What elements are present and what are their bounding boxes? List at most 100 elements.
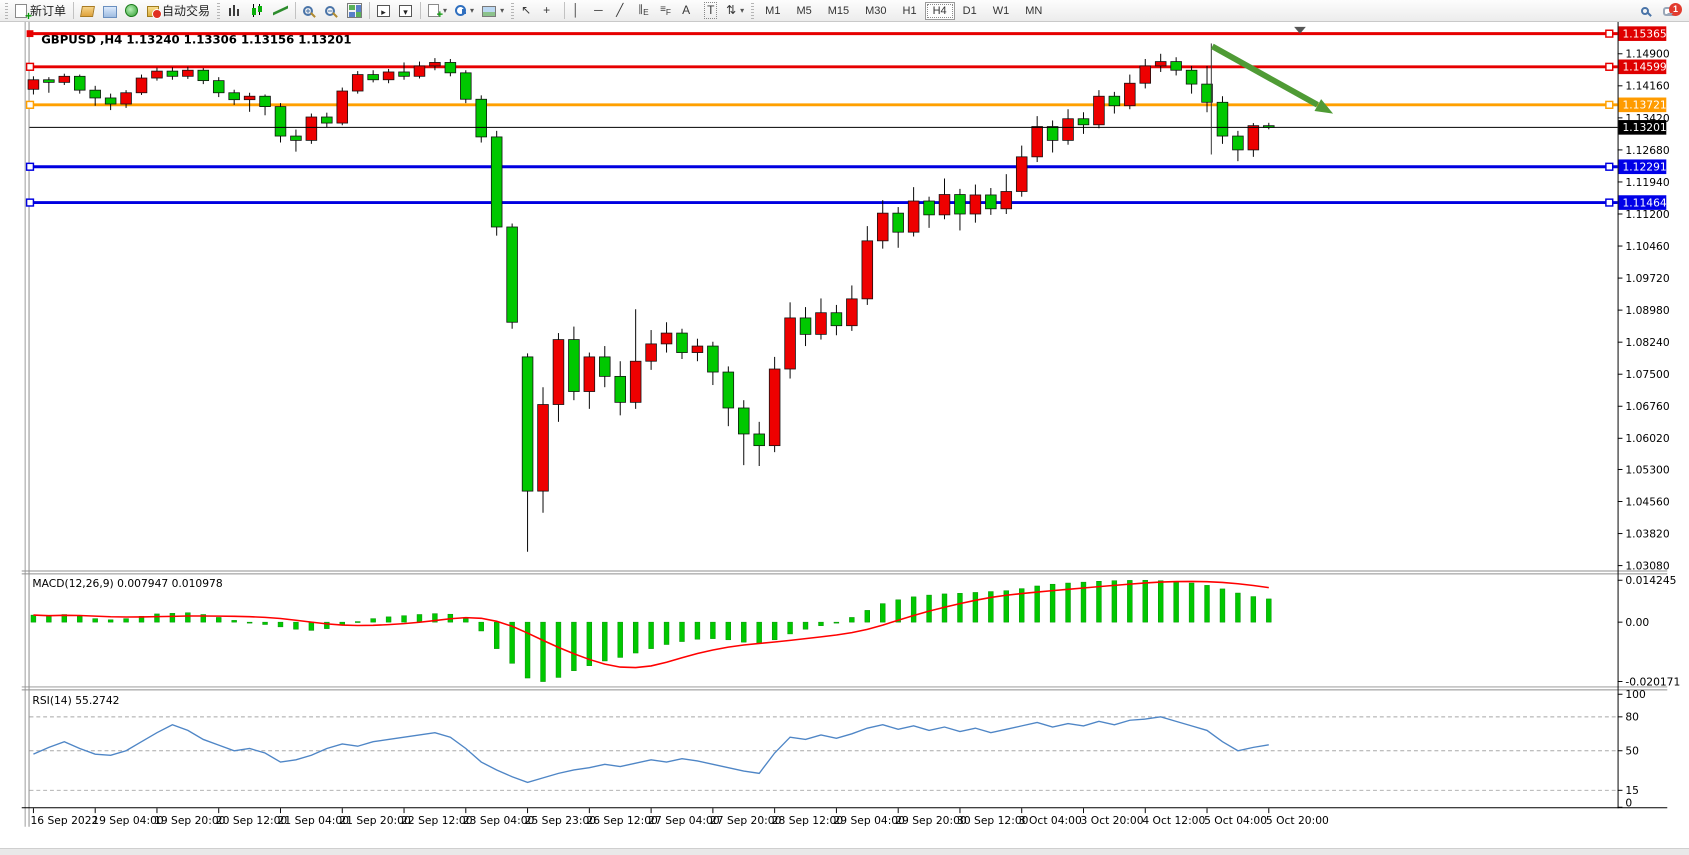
timeframe-w1-button[interactable]: W1 xyxy=(985,2,1018,20)
timeframe-d1-button[interactable]: D1 xyxy=(955,2,985,20)
toolbar-separator xyxy=(420,2,422,19)
hline-1.11464[interactable] xyxy=(25,198,1618,207)
svg-text:3 Oct 04:00: 3 Oct 04:00 xyxy=(1019,814,1082,827)
svg-text:1.14599: 1.14599 xyxy=(1622,61,1666,74)
svg-text:1.09720: 1.09720 xyxy=(1625,272,1669,285)
period-button[interactable]: ▾ xyxy=(451,1,478,21)
timeframe-m1-button[interactable]: M1 xyxy=(757,2,788,20)
rsi-pane: RSI(14) 55.2742 xyxy=(29,694,1618,791)
templates-button[interactable]: ▾ xyxy=(424,1,451,21)
timeframe-h4-button[interactable]: H4 xyxy=(924,1,955,20)
candlestick-chart-button[interactable] xyxy=(246,1,269,21)
horizontal-line-tool-button[interactable]: ─ xyxy=(590,1,612,21)
tile-windows-button[interactable] xyxy=(343,1,366,21)
text-tool-icon: A xyxy=(682,3,691,17)
chat-icon: 1 xyxy=(1663,2,1682,16)
trendline-tool-button[interactable]: ╱ xyxy=(612,1,634,21)
hline-1.12291[interactable] xyxy=(25,162,1618,171)
timeframe-m5-button[interactable]: M5 xyxy=(788,2,819,20)
svg-text:1.11200: 1.11200 xyxy=(1625,208,1669,221)
indicator-window-up-icon: ▸ xyxy=(377,5,391,17)
fibonacci-tool-button[interactable]: ≡F xyxy=(656,1,678,21)
indicator-window-down-icon: ▾ xyxy=(399,5,413,17)
chart-area[interactable]: GBPUSD ,H4 1.13240 1.13306 1.13156 1.132… xyxy=(0,22,1689,855)
svg-text:23 Sep 04:00: 23 Sep 04:00 xyxy=(463,814,535,827)
svg-text:15: 15 xyxy=(1625,784,1639,797)
svg-text:29 Sep 20:00: 29 Sep 20:00 xyxy=(895,814,967,827)
channel-tool-button[interactable]: ∥E xyxy=(634,1,656,21)
clock-icon xyxy=(455,5,467,16)
timeframe-mn-button[interactable]: MN xyxy=(1017,2,1050,20)
hline-1.15365[interactable] xyxy=(26,29,1618,38)
svg-text:5 Oct 04:00: 5 Oct 04:00 xyxy=(1204,814,1267,827)
signals-button[interactable] xyxy=(121,1,143,21)
price-axis[interactable]: 1.149001.141601.134201.126801.119401.112… xyxy=(1617,26,1670,572)
zoom-out-icon: − xyxy=(325,5,336,16)
svg-text:1.11940: 1.11940 xyxy=(1625,176,1669,189)
auto-trading-button[interactable]: 自动交易 xyxy=(143,1,214,21)
new-order-button[interactable]: 新订单 xyxy=(11,1,70,23)
timeframe-h1-button[interactable]: H1 xyxy=(895,2,925,20)
fibonacci-icon: ≡F xyxy=(660,3,672,17)
zoom-out-button[interactable]: − xyxy=(321,1,343,21)
line-chart-button[interactable] xyxy=(269,1,292,21)
svg-text:1.06760: 1.06760 xyxy=(1625,400,1669,413)
trend-arrow[interactable] xyxy=(1210,43,1334,114)
toolbar-grip[interactable] xyxy=(5,2,8,19)
window-bottom-edge xyxy=(0,848,1689,855)
text-tool-button[interactable]: A xyxy=(678,1,700,21)
search-button[interactable] xyxy=(1637,1,1659,21)
label-tool-button[interactable]: T xyxy=(700,1,722,21)
svg-text:1.12680: 1.12680 xyxy=(1625,144,1669,157)
svg-text:80: 80 xyxy=(1625,711,1639,724)
new-chart-button[interactable] xyxy=(77,1,99,21)
shapes-tool-button[interactable]: ⇅ ▾ xyxy=(722,1,748,21)
profiles-button[interactable] xyxy=(99,1,121,21)
toolbar-grip[interactable] xyxy=(751,2,755,19)
line-chart-icon xyxy=(273,3,289,18)
svg-text:4 Oct 12:00: 4 Oct 12:00 xyxy=(1142,814,1205,827)
indicator-window-up-button[interactable]: ▸ xyxy=(373,1,395,21)
svg-text:100: 100 xyxy=(1625,688,1646,701)
timeframe-m30-button[interactable]: M30 xyxy=(857,2,894,20)
hline-1.14599[interactable] xyxy=(25,62,1618,71)
toolbar-grip[interactable] xyxy=(511,2,515,19)
hline-1.13721[interactable] xyxy=(25,100,1618,109)
indicators-icon xyxy=(482,6,497,17)
svg-text:16 Sep 2022: 16 Sep 2022 xyxy=(30,814,98,827)
svg-text:0.00: 0.00 xyxy=(1625,616,1649,629)
svg-text:1.06020: 1.06020 xyxy=(1625,432,1669,445)
indicator-window-down-button[interactable]: ▾ xyxy=(395,1,417,21)
chart-title: GBPUSD ,H4 1.13240 1.13306 1.13156 1.132… xyxy=(41,32,351,46)
svg-text:1.10460: 1.10460 xyxy=(1625,240,1669,253)
svg-text:1.04560: 1.04560 xyxy=(1625,495,1669,508)
zoom-in-button[interactable]: + xyxy=(299,1,321,21)
trendline-icon: ╱ xyxy=(616,3,624,17)
svg-text:19 Sep 04:00: 19 Sep 04:00 xyxy=(92,814,164,827)
toolbar-grip[interactable] xyxy=(217,2,221,19)
svg-text:21 Sep 04:00: 21 Sep 04:00 xyxy=(278,814,350,827)
svg-text:30 Sep 12:00: 30 Sep 12:00 xyxy=(957,814,1029,827)
svg-text:28 Sep 12:00: 28 Sep 12:00 xyxy=(772,814,844,827)
svg-text:21 Sep 20:00: 21 Sep 20:00 xyxy=(339,814,411,827)
crosshair-tool-button[interactable]: + xyxy=(539,1,561,21)
vertical-line-tool-button[interactable]: │ xyxy=(568,1,590,21)
notifications-button[interactable]: 1 xyxy=(1659,1,1682,21)
shapes-icon: ⇅ xyxy=(726,3,737,17)
svg-text:0.014245: 0.014245 xyxy=(1625,574,1676,587)
bar-chart-button[interactable] xyxy=(223,1,246,21)
dropdown-caret-icon: ▾ xyxy=(740,6,745,15)
new-order-icon xyxy=(15,3,32,23)
svg-text:1.03080: 1.03080 xyxy=(1625,559,1669,572)
svg-text:1.05300: 1.05300 xyxy=(1625,463,1669,476)
zoom-in-icon: + xyxy=(303,5,314,16)
main-toolbar: 新订单 自动交易 + − ▸ ▾ ▾ ▾ ▾ ↖ + │ ─ ╱ ∥E ≡F A… xyxy=(0,0,1689,23)
indicators-button[interactable]: ▾ xyxy=(478,1,508,21)
search-icon xyxy=(1641,6,1649,15)
cursor-tool-button[interactable]: ↖ xyxy=(517,1,539,21)
notification-badge: 1 xyxy=(1669,2,1682,16)
svg-text:MACD(12,26,9) 0.007947 0.01097: MACD(12,26,9) 0.007947 0.010978 xyxy=(32,577,222,590)
timeframe-m15-button[interactable]: M15 xyxy=(820,2,857,20)
